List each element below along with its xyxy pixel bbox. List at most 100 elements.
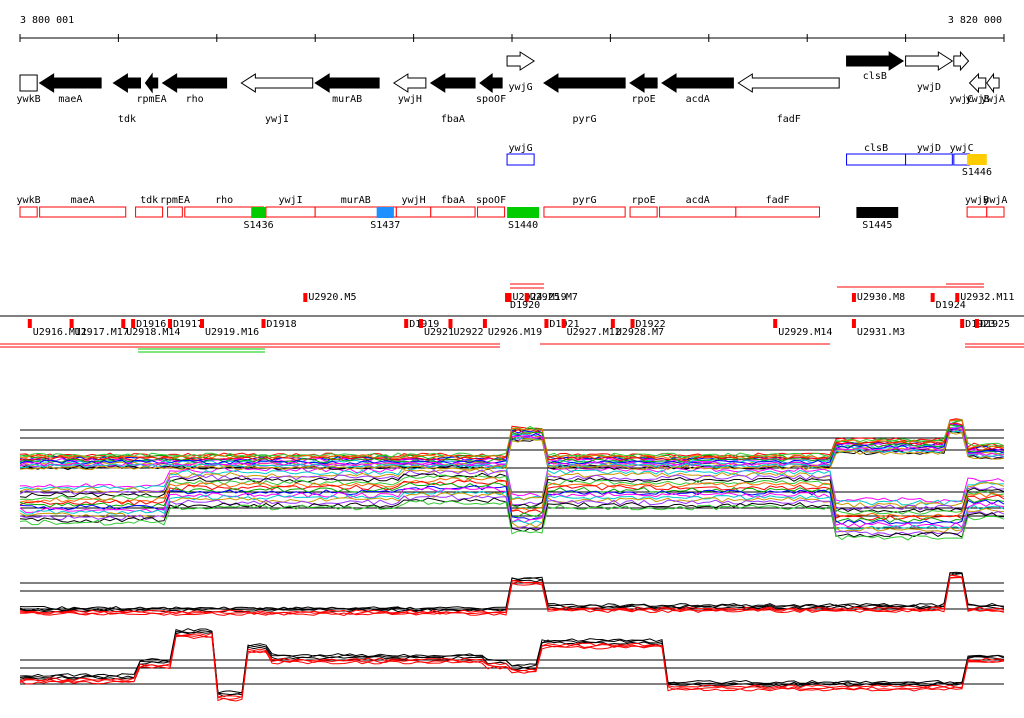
transcript-marker-U2919.M16 [199, 319, 204, 328]
transcript-label-D1923: D1923 [965, 319, 995, 330]
gene-label-ywjC: ywjC [949, 94, 973, 105]
transcript-label-U2928.M7: U2928.M7 [616, 327, 664, 338]
feature-S1440 [507, 207, 540, 218]
transcript-marker-D1924 [930, 293, 935, 302]
blue-feature-label-ywjD: ywjD [917, 143, 941, 154]
gene-label-ywjH: ywjH [398, 94, 422, 105]
red-gene-label-rpmEA: rpmEA [160, 195, 190, 206]
red-gene-label-rho: rho [215, 195, 233, 206]
feature-label-S1446: S1446 [962, 167, 992, 178]
transcript-marker-D1922 [630, 319, 635, 328]
blue-feature-label-ywjC: ywjC [950, 143, 974, 154]
gene-arrow-acdA [661, 73, 734, 93]
transcript-marker-U2920.M5 [303, 293, 308, 302]
transcript-label-U2922: U2922 [453, 327, 483, 338]
red-gene-tdk [135, 206, 164, 218]
red-gene-label-fbaA: fbaA [441, 195, 465, 206]
transcript-marker-U2924.M19 [507, 293, 512, 302]
feature-S1446 [967, 154, 987, 165]
transcript-marker-D1916 [131, 319, 136, 328]
gene-label-murAB: murAB [332, 94, 362, 105]
gene-arrow-ywjB [968, 72, 987, 94]
transcript-marker-U2928.M7 [610, 319, 615, 328]
expression-panel-1 [19, 418, 1005, 541]
red-gene-label-spoOF: spoOF [476, 195, 506, 206]
transcript-marker-U2927.M12 [561, 319, 566, 328]
gene-arrow-ywjC [953, 50, 970, 72]
expression-profile [19, 574, 1005, 614]
transcript-marker-D1925 [974, 319, 979, 328]
expression-profile [19, 628, 1005, 694]
transcript-marker-D1918 [261, 319, 266, 328]
transcript-marker-U2929.M14 [773, 319, 778, 328]
blue-feature-ywjD [905, 153, 953, 166]
red-gene-label-maeA: maeA [71, 195, 95, 206]
feature-label-S1436: S1436 [244, 220, 274, 231]
gene-arrow-ywjD [905, 51, 954, 71]
transcript-label-U2917.M17: U2917.M17 [75, 327, 129, 338]
expression-profile [19, 635, 1005, 702]
transcript-marker-U2932.M11 [955, 293, 960, 302]
gene-label-acdA: acdA [686, 94, 710, 105]
transcript-label-U2925.M7: U2925.M7 [530, 292, 578, 303]
axis-start-label: 3 800 001 [20, 15, 74, 26]
gene-arrow-pyrG [543, 73, 626, 93]
transcript-marker-D1921 [544, 319, 549, 328]
transcript-label-U2930.M8: U2930.M8 [857, 292, 905, 303]
transcript-marker-D1919 [404, 319, 409, 328]
transcript-marker-U2918.M14 [121, 319, 126, 328]
transcript-label-U2919.M16: U2919.M16 [205, 327, 259, 338]
expression-profile [19, 497, 1004, 538]
red-gene-label-ywkB: ywkB [17, 195, 41, 206]
s-feature-track: S1436 S1437 S1440 S1445 S1446 [244, 154, 992, 231]
blue-feature-ywjG [506, 153, 535, 166]
gene-arrow-ywjA [986, 72, 1000, 94]
transcript-label-D1918: D1918 [267, 319, 297, 330]
transcript-label-U2931.M3: U2931.M3 [857, 327, 905, 338]
gene-label-ywjI: ywjI [265, 114, 289, 125]
transcript-label-D1922: D1922 [636, 319, 666, 330]
gene-label-rho: rho [186, 94, 204, 105]
transcript-label-U2924.M19: U2924.M19 [513, 292, 567, 303]
transcript-label-U2920.M5: U2920.M5 [308, 292, 356, 303]
expression-profile [19, 491, 1005, 533]
transcript-label-D1917: D1917 [173, 319, 203, 330]
gene-arrow-rpmEA [144, 72, 159, 94]
transcript-label-U2926.M19: U2926.M19 [488, 327, 542, 338]
expression-profile [19, 632, 1005, 698]
gene-label-ywkB: ywkB [17, 94, 41, 105]
blue-feature-track: ywjG clsB ywjD ywjC [506, 143, 974, 166]
red-gene-rpmEA [167, 206, 183, 218]
gene-label-ywjB: ywjB [966, 94, 990, 105]
red-gene-label-murAB: murAB [341, 195, 371, 206]
expression-profile [19, 571, 1005, 612]
gene-label-tdk: tdk [118, 114, 136, 125]
red-gene-label-ywjB: ywjB [965, 195, 989, 206]
red-gene-label-rpoE: rpoE [632, 195, 656, 206]
gene-label-rpmEA: rpmEA [137, 94, 167, 105]
gene-arrow-maeA [38, 73, 102, 93]
gene-label-ywjG: ywjG [509, 82, 533, 93]
gene-label-ywjD: ywjD [917, 82, 941, 93]
transcript-marker-U2930.M8 [851, 293, 856, 302]
blue-feature-label-clsB: clsB [864, 143, 888, 154]
red-gene-acdA [659, 206, 737, 218]
transcript-marker-U2926.M19 [482, 319, 487, 328]
transcript-label-D1924: D1924 [936, 300, 966, 311]
transcript-marker-U2922 [448, 319, 453, 328]
red-gene-track: ywkB maeA tdk rpmEA rho ywjI murAB ywjH fbaA spoO… [17, 195, 1007, 218]
gene-arrow-clsB [846, 51, 905, 71]
red-gene-label-ywjI: ywjI [279, 195, 303, 206]
gene-label-pyrG: pyrG [573, 114, 597, 125]
transcript-label-U2932.M11: U2932.M11 [960, 292, 1014, 303]
transcript-label-D1916: D1916 [136, 319, 166, 330]
expression-profile [19, 484, 1005, 525]
expression-panel-2 [19, 571, 1005, 702]
expression-profile [19, 474, 1005, 516]
red-gene-maeA [39, 206, 127, 218]
transcript-label-D1920: D1920 [510, 300, 540, 311]
